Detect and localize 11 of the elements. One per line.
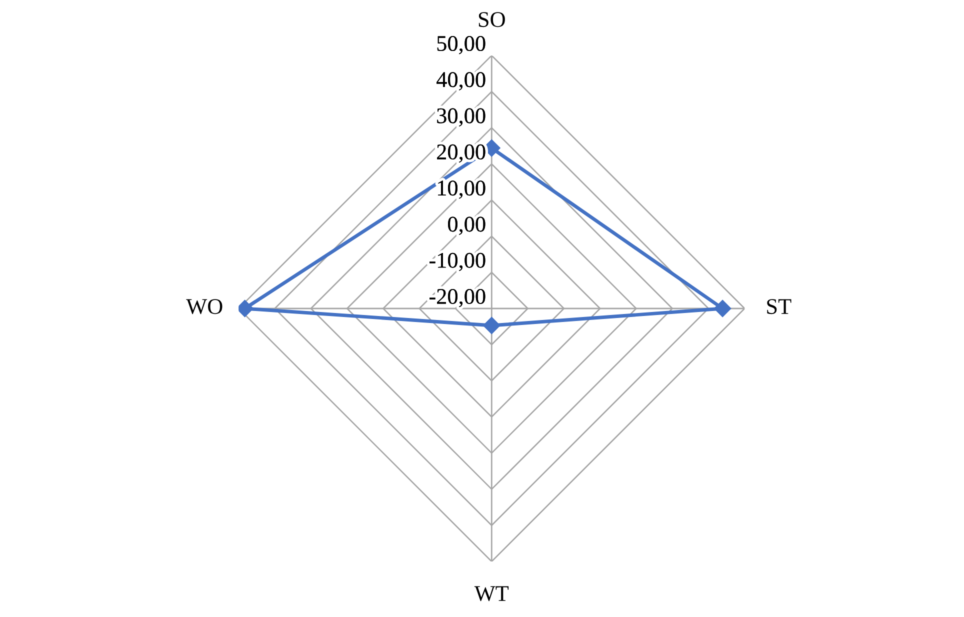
y-tick-label: 50,00 <box>437 36 486 54</box>
y-tick-label: 10,00 <box>438 180 486 199</box>
y-tick-label: 30,00 <box>437 108 486 126</box>
y-tick-label: 40,00 <box>436 72 486 90</box>
spoke-label: ST <box>767 299 792 314</box>
y-tick-label: 0,00 <box>448 216 486 235</box>
y-tick-label: -20,00 <box>430 288 486 308</box>
spoke-label: WO <box>186 299 222 314</box>
y-tick-label: -10,00 <box>430 252 486 272</box>
spoke-label: WT <box>474 586 509 602</box>
spoke-label: SO <box>478 12 505 28</box>
